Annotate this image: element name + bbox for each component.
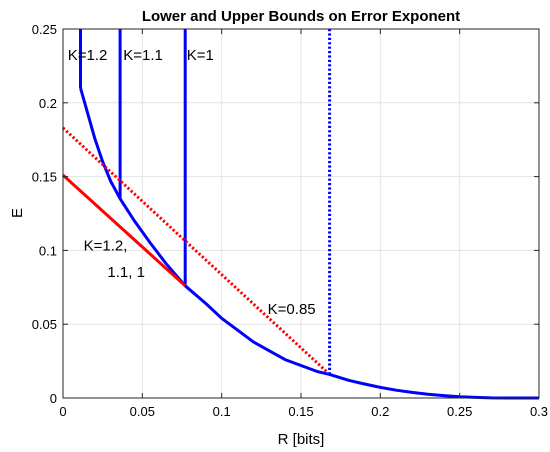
x-tick-label: 0.25 [447,404,472,419]
x-axis-label: R [bits] [278,431,325,448]
y-tick-label: 0.1 [39,243,57,258]
x-tick-label: 0.1 [213,404,231,419]
annotations-layer: K=1.2 K=1.1 K=1 K=1.2, 1.1, 1 K=0.85 [68,47,316,318]
y-tick-label: 0.2 [39,96,57,111]
series-layer [61,29,539,400]
y-tick-label: 0 [50,391,57,406]
series-line-1 [79,87,539,400]
x-tick-label: 0.05 [130,404,155,419]
x-tick-label: 0.2 [371,404,389,419]
y-tick-label: 0.15 [32,170,57,185]
y-tick-label: 0.05 [32,317,57,332]
chart-title: Lower and Upper Bounds on Error Exponent [142,8,460,25]
annotation-6: K=0.85 [268,301,316,318]
annotation-3: K=1 [187,47,214,64]
annotation-5: 1.1, 1 [107,264,145,281]
series-line-6 [61,173,187,287]
y-axis-label: E [9,208,26,218]
x-tick-label: 0 [59,404,66,419]
x-tick-label: 0.3 [530,404,548,419]
ticks-layer: 0 0.05 0.1 0.15 0.2 0.25 0.3 0 0.05 0.1 0.15 0.2 0.2… [32,22,548,419]
y-tick-label: 0.25 [32,22,57,37]
annotation-1: K=1.2 [68,47,108,64]
annotation-4: K=1.2, [84,237,128,254]
x-tick-label: 0.15 [288,404,313,419]
annotation-2: K=1.1 [123,47,163,64]
